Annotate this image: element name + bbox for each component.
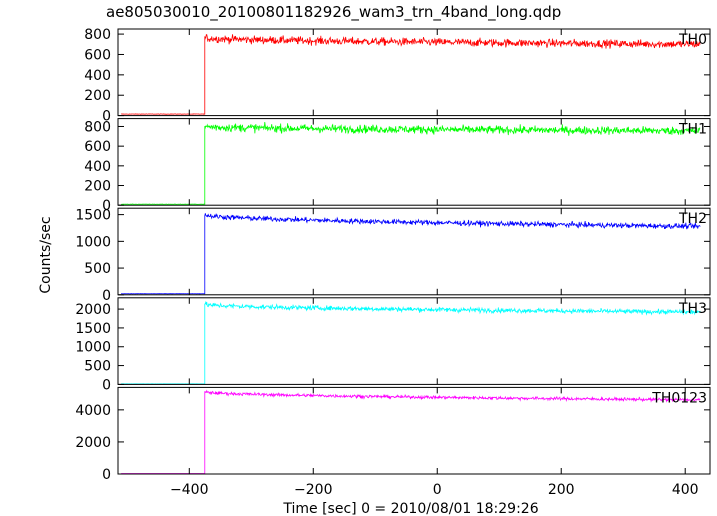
x-tick-label: 0 [433,482,442,498]
y-tick-label: 2000 [75,302,111,318]
chart-panels: 0 200 400 600 800 TH0 0 200 400 600 800 TH1 0 500 1000… [75,27,711,483]
panel-label-th0: TH0 [678,32,707,48]
series-line-th0123 [121,389,701,474]
y-tick-label: 200 [84,88,111,104]
x-tick-label: 200 [548,482,575,498]
y-tick-label: 0 [102,377,111,393]
y-tick-label: 800 [84,27,111,43]
panel-th1: 0 200 400 600 800 TH1 [84,118,711,214]
series-line-th2 [121,213,701,295]
series-line-th3 [121,300,701,385]
y-tick-label: 1500 [75,321,111,337]
panel-frame [117,28,711,117]
panel-label-th2: TH2 [678,211,707,227]
panel-label-th0123: TH0123 [651,390,707,406]
x-tick-label: −400 [170,482,208,498]
y-tick-label: 200 [84,179,111,195]
y-tick-label: 1000 [75,234,111,250]
y-tick-label: 0 [102,198,111,214]
panel-label-th3: TH3 [678,301,707,317]
x-tick-label: −200 [294,482,332,498]
panel-th0: 0 200 400 600 800 TH0 [84,27,711,125]
y-tick-label: 500 [84,359,111,375]
panel-th0123: 0 2000 4000 TH0123 [75,386,711,483]
chart-title: ae805030010_20100801182926_wam3_trn_4ban… [106,3,561,22]
panel-frame [117,386,711,475]
panel-th2: 0 500 1000 1500 TH2 [75,207,711,304]
y-tick-label: 400 [84,68,111,84]
series-line-th1 [121,121,701,205]
y-tick-label: 800 [84,119,111,135]
panel-th3: 0 500 1000 1500 2000 TH3 [75,297,711,393]
y-tick-label: 500 [84,261,111,277]
series-line-th0 [121,34,701,115]
y-tick-label: 400 [84,159,111,175]
panel-frame [117,118,711,206]
y-tick-label: 4000 [75,403,111,419]
x-axis: −400 −200 0 200 400 [170,482,699,498]
panel-frame [117,297,711,385]
y-tick-label: 1500 [75,208,111,224]
panel-frame [117,207,711,296]
y-tick-label: 0 [102,467,111,483]
x-tick-label: 400 [672,482,699,498]
y-axis-label: Counts/sec [38,216,54,293]
y-tick-label: 0 [102,288,111,304]
panel-label-th1: TH1 [678,122,707,138]
y-tick-label: 0 [102,109,111,125]
x-axis-label: Time [sec] 0 = 2010/08/01 18:29:26 [282,501,538,516]
y-tick-label: 600 [84,47,111,63]
y-tick-label: 600 [84,139,111,155]
y-tick-label: 2000 [75,435,111,451]
y-tick-label: 1000 [75,340,111,356]
